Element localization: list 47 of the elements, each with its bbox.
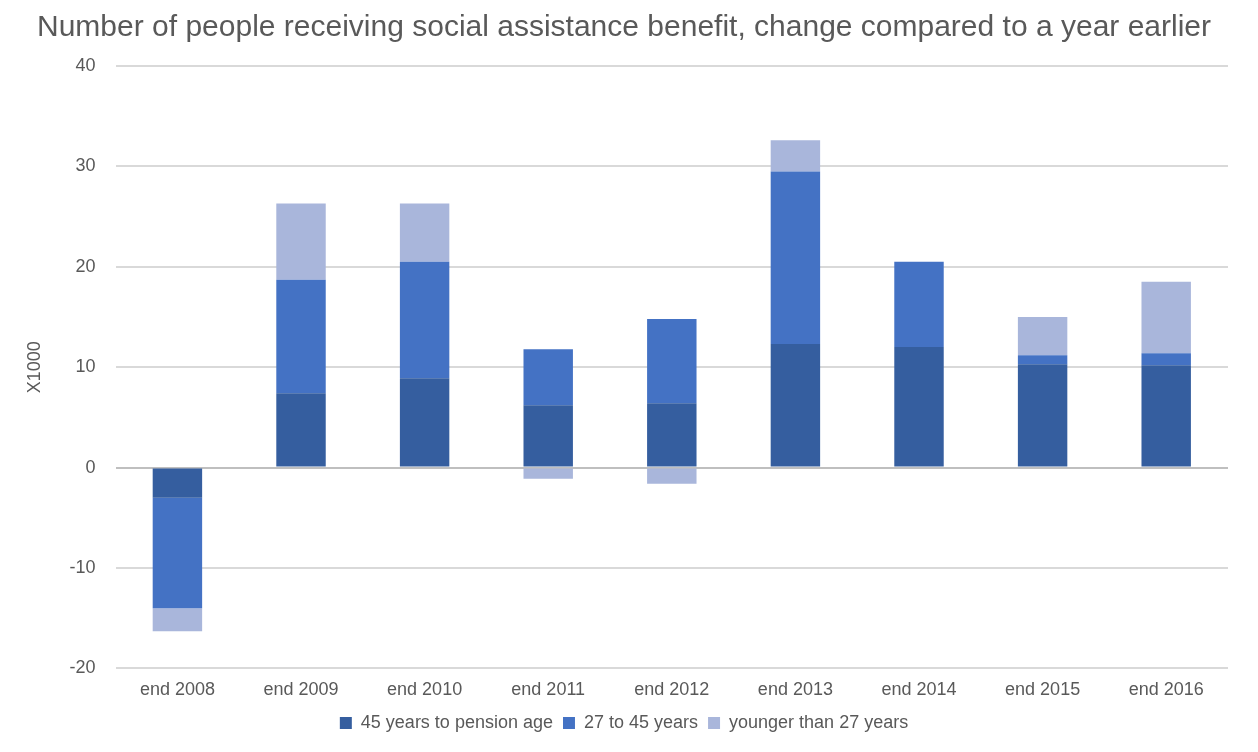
bar (523, 468, 573, 479)
y-tick-label: 40 (75, 54, 96, 75)
bar (1141, 281, 1191, 354)
bar (276, 393, 326, 467)
bar (399, 378, 450, 467)
bar (647, 403, 697, 467)
x-tick-label: end 2014 (881, 679, 957, 700)
bar (1141, 353, 1191, 366)
bar (152, 468, 203, 498)
x-tick-label: end 2011 (511, 679, 586, 700)
y-tick-label: 30 (75, 155, 96, 176)
bar (770, 344, 821, 467)
bar (152, 608, 203, 632)
y-tick-label: 10 (75, 356, 96, 377)
bar (894, 347, 944, 467)
bar (1017, 364, 1068, 467)
y-tick-label: -20 (69, 657, 96, 678)
legend-label: 45 years to pension age (360, 711, 553, 732)
bar (647, 468, 697, 484)
x-tick-label: end 2008 (139, 679, 215, 700)
legend-label: 27 to 45 years (583, 711, 699, 732)
bar (894, 261, 944, 348)
bar (276, 203, 326, 280)
y-tick-label: 0 (85, 456, 96, 477)
x-tick-label: end 2012 (634, 679, 710, 700)
bar (1141, 365, 1191, 467)
y-tick-label: -10 (69, 556, 96, 577)
bar (523, 349, 573, 406)
bar (647, 319, 697, 404)
bar (523, 405, 573, 467)
bar (770, 171, 821, 345)
y-axis-title: X1000 (23, 341, 44, 394)
bar (399, 261, 450, 379)
x-tick-label: end 2016 (1128, 679, 1204, 700)
bar (770, 140, 821, 172)
x-tick-label: end 2009 (263, 679, 339, 700)
y-tick-label: 20 (75, 255, 96, 276)
bar (276, 279, 326, 394)
bar (1017, 355, 1068, 365)
bar (152, 497, 203, 609)
legend-label: younger than 27 years (729, 711, 909, 732)
x-tick-label: end 2013 (757, 679, 833, 700)
chart-title: Number of people receiving social assistance benefit, change compared to a year earlier (37, 9, 1211, 43)
x-tick-label: end 2010 (387, 679, 463, 700)
bar (399, 203, 450, 262)
x-tick-label: end 2015 (1005, 679, 1081, 700)
bar (1017, 317, 1068, 356)
